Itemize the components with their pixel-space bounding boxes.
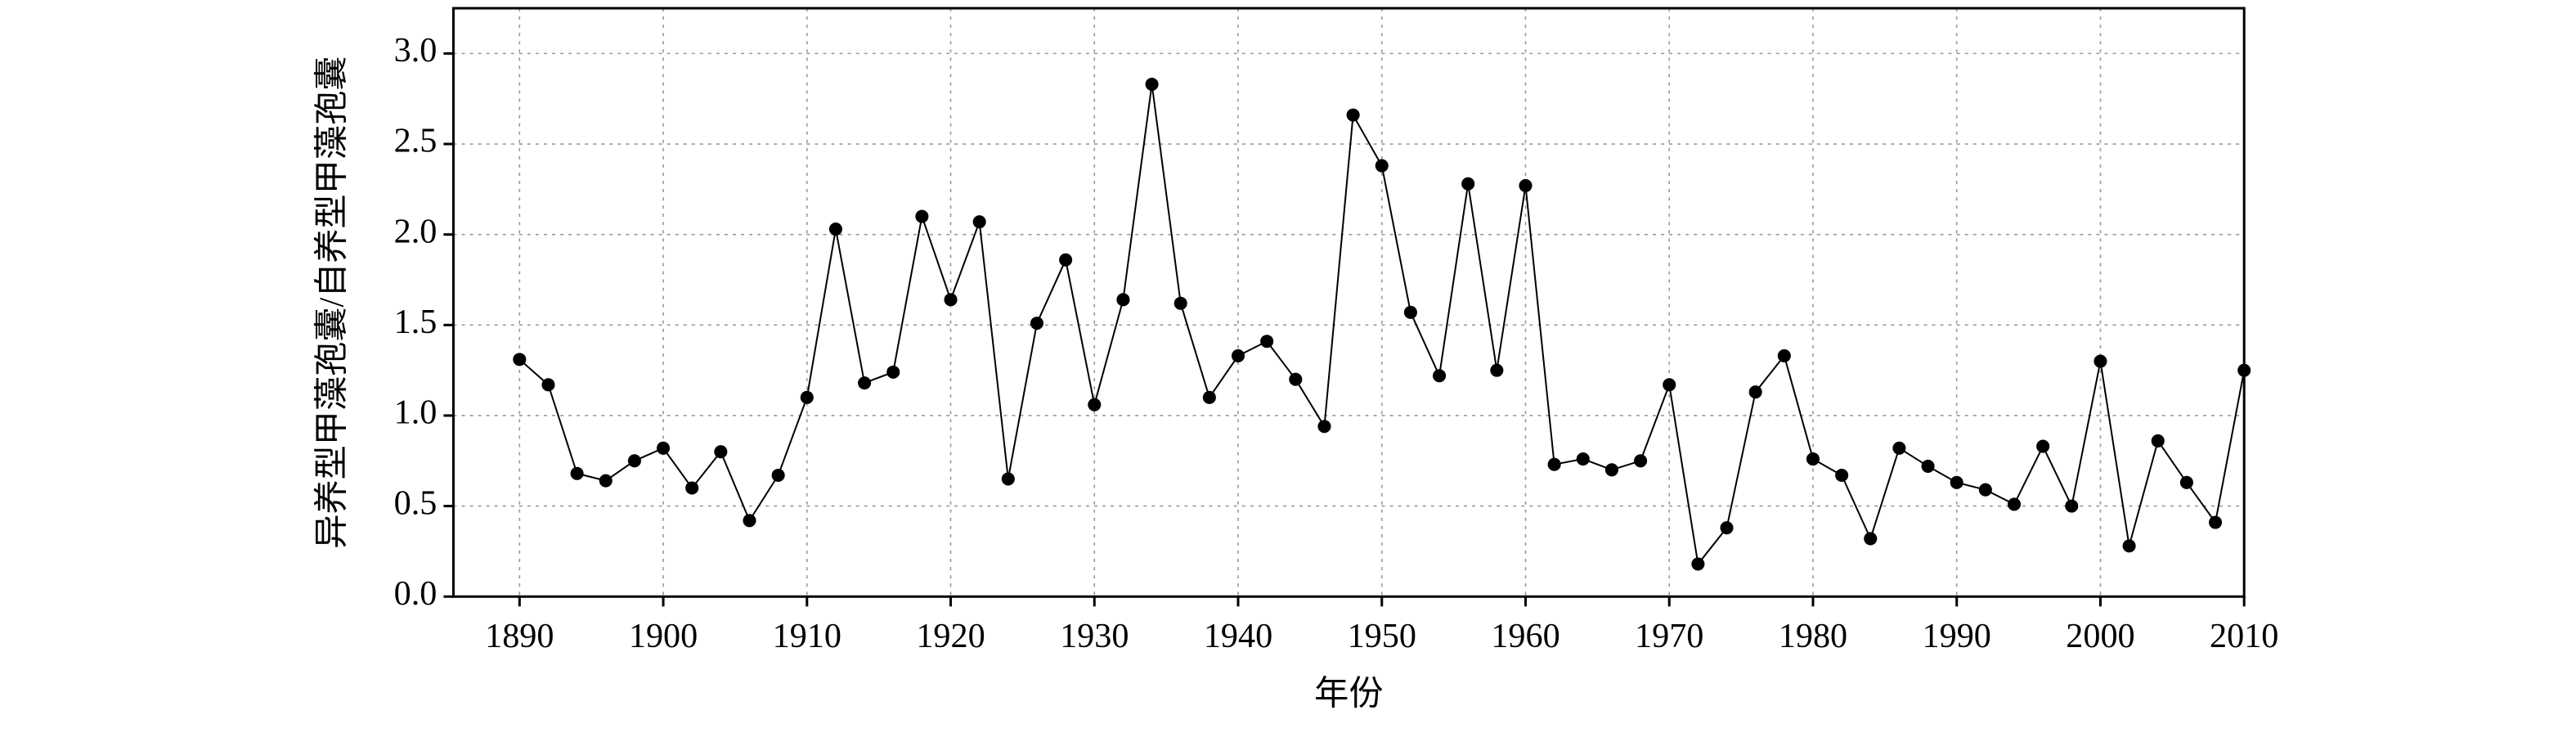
- data-point: [1720, 521, 1734, 535]
- data-point: [2122, 539, 2136, 553]
- data-point: [972, 215, 986, 229]
- data-point: [1835, 468, 1849, 483]
- data-point: [1260, 335, 1274, 349]
- data-point: [1174, 296, 1187, 310]
- x-tick-label: 1980: [1779, 617, 1847, 655]
- data-point: [1490, 363, 1504, 377]
- data-point: [685, 481, 699, 495]
- data-point: [570, 466, 584, 480]
- data-point: [714, 445, 728, 459]
- y-tick-label: 2.0: [394, 212, 438, 250]
- x-tick-label: 1890: [485, 617, 554, 655]
- data-point: [1461, 177, 1475, 191]
- data-point: [1892, 441, 1906, 455]
- data-point: [657, 441, 671, 455]
- y-tick-label: 2.5: [394, 122, 438, 160]
- data-point: [2209, 515, 2223, 529]
- data-point: [1346, 108, 1360, 122]
- data-point: [2179, 475, 2193, 489]
- data-point: [1604, 463, 1618, 477]
- x-tick-label: 1900: [629, 617, 698, 655]
- data-point: [627, 454, 641, 468]
- data-point: [1202, 390, 1216, 404]
- data-point: [1864, 532, 1878, 546]
- data-point: [828, 222, 842, 236]
- x-tick-label: 1950: [1348, 617, 1416, 655]
- x-tick-label: 2000: [2066, 617, 2134, 655]
- data-point: [1433, 369, 1447, 383]
- y-axis-label: 异养型甲藻孢囊/自养型甲藻孢囊: [313, 56, 352, 549]
- y-tick-label: 3.0: [394, 31, 438, 70]
- data-point: [1030, 317, 1044, 331]
- data-point: [1921, 459, 1935, 473]
- x-tick-label: 1920: [916, 617, 985, 655]
- x-tick-label: 2010: [2210, 617, 2278, 655]
- data-point: [858, 376, 872, 390]
- data-point: [1059, 253, 1073, 267]
- data-point: [1145, 77, 1159, 92]
- data-point: [886, 365, 900, 379]
- data-point: [1978, 483, 1992, 497]
- data-point: [1375, 159, 1389, 173]
- x-tick-label: 1930: [1060, 617, 1129, 655]
- data-point: [2151, 434, 2165, 447]
- x-tick-label: 1990: [1923, 617, 1991, 655]
- y-tick-label: 0.5: [394, 483, 438, 522]
- data-point: [1519, 178, 1533, 192]
- data-point: [2036, 439, 2050, 453]
- y-tick-label: 1.0: [394, 393, 438, 432]
- data-point: [743, 514, 756, 528]
- plot-frame: [451, 7, 2246, 598]
- x-tick-label: 1940: [1204, 617, 1272, 655]
- x-tick-label: 1960: [1491, 617, 1560, 655]
- data-point: [1001, 472, 1015, 486]
- data-point: [1748, 385, 1762, 399]
- data-point: [2007, 497, 2022, 511]
- data-point: [1088, 398, 1102, 411]
- data-point: [1116, 293, 1130, 307]
- x-tick-label: 1970: [1635, 617, 1703, 655]
- y-tick-label: 0.0: [394, 574, 438, 613]
- data-point: [513, 353, 527, 366]
- data-point: [1634, 454, 1648, 468]
- data-point: [2065, 499, 2079, 513]
- data-point: [2237, 363, 2251, 377]
- data-point: [1777, 349, 1791, 362]
- data-point: [1547, 457, 1561, 471]
- data-point: [1317, 420, 1331, 434]
- y-tick-label: 1.5: [394, 303, 438, 341]
- data-point: [771, 468, 785, 483]
- data-point: [1663, 378, 1676, 392]
- data-point: [541, 378, 555, 392]
- x-tick-label: 1910: [773, 617, 841, 655]
- x-axis-label: 年份: [1314, 674, 1383, 713]
- data-point: [800, 390, 814, 404]
- data-point: [944, 293, 958, 307]
- data-point: [1950, 475, 1963, 489]
- data-point: [1403, 305, 1417, 319]
- data-point: [1691, 557, 1705, 571]
- data-point: [2094, 354, 2107, 368]
- data-point: [1231, 349, 1245, 362]
- data-point: [1576, 452, 1590, 466]
- data-point: [915, 209, 929, 223]
- data-point: [599, 474, 613, 488]
- data-point: [1806, 452, 1820, 466]
- data-point: [1289, 372, 1303, 386]
